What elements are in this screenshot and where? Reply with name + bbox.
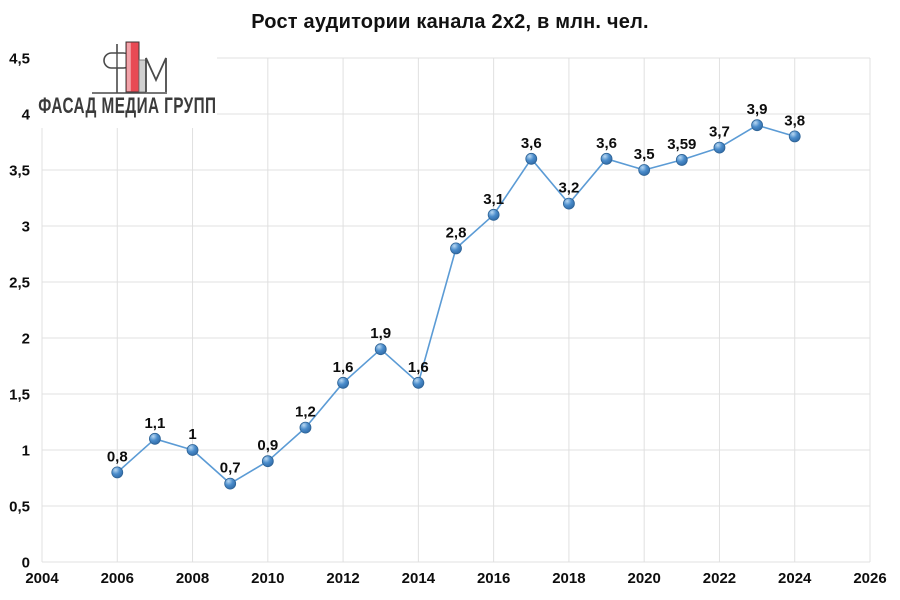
- data-point-label: 0,7: [220, 460, 241, 477]
- x-tick-label: 2024: [778, 570, 812, 587]
- y-tick-label: 1,5: [9, 387, 30, 404]
- data-point-label: 1,6: [333, 359, 354, 376]
- data-point-label: 3,6: [596, 135, 617, 152]
- data-point-label: 1,1: [144, 415, 165, 432]
- data-point-label: 0,9: [257, 437, 278, 454]
- x-tick-label: 2010: [251, 570, 284, 587]
- x-tick-label: 2020: [627, 570, 660, 587]
- data-point-label: 3,59: [667, 136, 696, 153]
- data-point-label: 3,9: [747, 101, 768, 118]
- data-point-label: 0,8: [107, 448, 128, 465]
- data-point-label: 3,5: [634, 146, 655, 163]
- data-point-marker: [675, 154, 688, 166]
- logo-emblem-icon: ФАСАД МЕДИА ГРУПП: [38, 41, 216, 119]
- y-tick-label: 0: [22, 555, 30, 572]
- data-point-marker: [638, 164, 651, 176]
- logo-gray-bar: [138, 59, 147, 93]
- logo-wordmark: ФАСАД МЕДИА ГРУПП: [38, 94, 216, 119]
- data-point-marker: [299, 421, 312, 434]
- data-point-marker: [412, 376, 425, 389]
- data-point-marker: [525, 152, 538, 165]
- x-tick-label: 2022: [703, 570, 736, 587]
- data-point-marker: [788, 130, 801, 143]
- data-series: 0,8 1,1 1 0,7 0,9 1,2 1,6 1,9 1,6 2,8 3,1 3,6 3,2 3,6…: [107, 101, 805, 490]
- y-tick-label: 3: [22, 219, 30, 236]
- data-point-label: 1,9: [370, 325, 391, 342]
- logo-m-letter: [145, 57, 167, 92]
- data-point-marker: [751, 119, 763, 132]
- x-tick-label: 2018: [552, 570, 585, 587]
- data-point-marker: [261, 455, 274, 468]
- y-tick-label: 4: [22, 107, 31, 124]
- data-point-label: 3,6: [521, 135, 542, 152]
- data-point-label: 3,7: [709, 124, 730, 141]
- x-tick-label: 2016: [477, 570, 510, 587]
- data-point-label: 1,6: [408, 359, 429, 376]
- data-point-marker: [563, 197, 575, 210]
- y-tick-label: 1: [22, 443, 30, 460]
- data-point-marker: [487, 208, 500, 221]
- x-tick-label: 2006: [101, 570, 134, 587]
- data-point-marker: [337, 376, 349, 389]
- data-point-marker: [224, 477, 237, 490]
- gridlines: [41, 57, 871, 563]
- axis-tick-labels: 0 0,5 1 1,5 2 2,5 3 3,5 4 4,5 2004 2006 2008 2010 2012…: [9, 51, 887, 588]
- y-tick-label: 2,5: [9, 275, 30, 292]
- x-tick-label: 2014: [402, 570, 436, 587]
- data-point-label: 1: [188, 426, 196, 443]
- x-tick-label: 2004: [25, 570, 59, 587]
- data-point-marker: [600, 152, 613, 165]
- data-point-marker: [374, 343, 387, 356]
- data-point-label: 2,8: [446, 224, 467, 241]
- data-point-marker: [186, 444, 199, 456]
- chart-title: Рост аудитории канала 2x2, в млн. чел.: [251, 11, 649, 33]
- logo-red-bar-highlight: [126, 42, 131, 92]
- data-point-marker: [450, 242, 462, 255]
- data-point-label: 3,2: [558, 180, 579, 197]
- y-tick-label: 0,5: [9, 499, 30, 516]
- data-point-marker: [713, 141, 726, 154]
- company-logo: ФАСАД МЕДИА ГРУПП: [33, 10, 217, 128]
- data-point-label: 3,1: [483, 191, 504, 208]
- data-point-label: 3,8: [784, 112, 805, 129]
- y-tick-label: 4,5: [9, 51, 30, 68]
- x-tick-label: 2012: [326, 570, 359, 587]
- y-tick-label: 2: [22, 331, 30, 348]
- x-tick-label: 2026: [853, 570, 886, 587]
- data-point-label: 1,2: [295, 404, 316, 421]
- x-tick-label: 2008: [176, 570, 209, 587]
- y-tick-label: 3,5: [9, 163, 30, 180]
- data-point-marker: [149, 432, 161, 445]
- data-point-marker: [111, 466, 124, 479]
- series-line: [116, 124, 795, 485]
